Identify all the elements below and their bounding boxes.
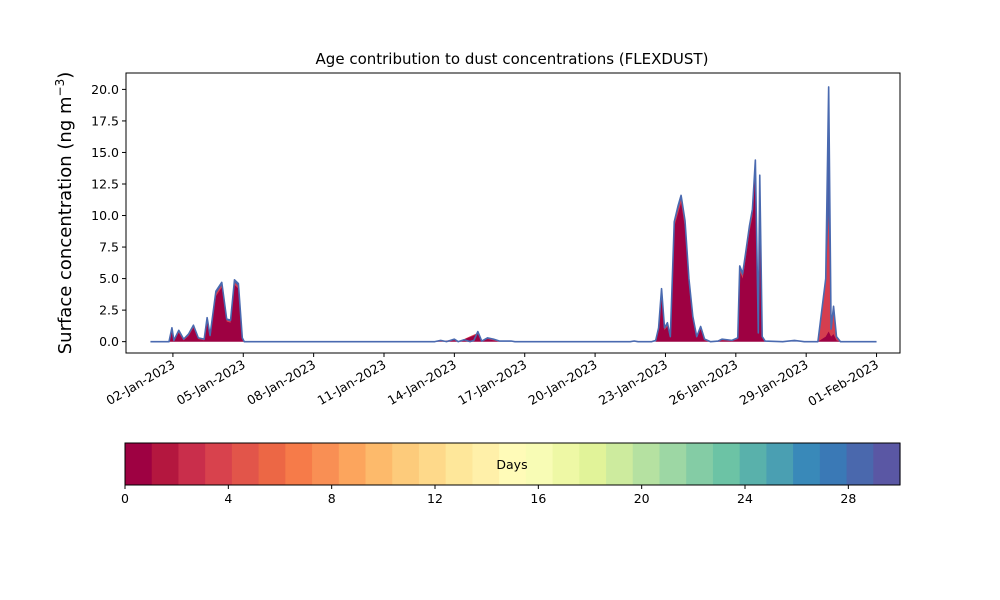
colorbar: Days 0 4 8 12 16 20 24 28: [121, 442, 901, 506]
y-axis-label-superscript: −3: [53, 79, 67, 97]
colorbar-cell: [552, 443, 580, 485]
x-tick-label: 01-Feb-2023: [805, 357, 881, 409]
y-axis-label: Surface concentration (ng m−3): [53, 72, 76, 355]
y-tick-label: 2.5: [99, 303, 119, 318]
x-tick-label: 20-Jan-2023: [526, 357, 600, 408]
colorbar-cell: [258, 443, 286, 485]
y-tick-label: 15.0: [91, 145, 119, 160]
colorbar-tick-label: 16: [530, 491, 546, 506]
colorbar-cell: [686, 443, 714, 485]
y-tick-label: 10.0: [91, 208, 119, 223]
x-tick-label: 08-Jan-2023: [244, 357, 318, 408]
colorbar-cell: [365, 443, 393, 485]
series-area-0: [150, 86, 877, 342]
colorbar-cell: [178, 443, 206, 485]
x-tick-label: 26-Jan-2023: [666, 357, 740, 408]
y-tick-label: 5.0: [99, 271, 119, 286]
x-tick-label: 17-Jan-2023: [455, 357, 529, 408]
x-tick-label: 14-Jan-2023: [385, 357, 459, 408]
colorbar-cell: [231, 443, 260, 485]
colorbar-cell: [445, 443, 474, 485]
colorbar-cell: [151, 443, 180, 485]
x-axis: 02-Jan-202305-Jan-202308-Jan-202311-Jan-…: [103, 353, 881, 409]
colorbar-cell: [205, 443, 233, 485]
colorbar-cell: [659, 443, 687, 485]
chart-title: Age contribution to dust concentrations …: [316, 50, 709, 68]
colorbar-cell: [579, 443, 607, 485]
colorbar-cell: [739, 443, 767, 485]
series-area-1: [150, 166, 877, 342]
x-tick-label: 23-Jan-2023: [596, 357, 670, 408]
colorbar-cell: [606, 443, 634, 485]
y-tick-label: 20.0: [91, 82, 119, 97]
plot-area: [125, 72, 901, 354]
colorbar-cell: [525, 443, 554, 485]
series-layer: [150, 86, 877, 343]
colorbar-tick-label: 4: [224, 491, 232, 506]
colorbar-cell: [392, 443, 420, 485]
colorbar-cell: [499, 443, 527, 485]
colorbar-cell: [819, 443, 848, 485]
colorbar-cell: [793, 443, 821, 485]
colorbar-tick-label: 0: [121, 491, 129, 506]
colorbar-cell: [312, 443, 340, 485]
series-outline: [150, 86, 877, 343]
y-axis-label-main: Surface concentration (ng m: [55, 96, 76, 354]
colorbar-tick-label: 8: [328, 491, 336, 506]
colorbar-cell: [418, 443, 447, 485]
colorbar-cell: [766, 443, 794, 485]
colorbar-tick-label: 24: [737, 491, 753, 506]
axes-frame: [125, 72, 901, 354]
colorbar-ticks: 0 4 8 12 16 20 24 28: [121, 485, 856, 506]
y-tick-label: 12.5: [91, 176, 119, 191]
colorbar-cell: [338, 443, 367, 485]
x-tick-label: 02-Jan-2023: [103, 357, 177, 408]
x-tick-label: 29-Jan-2023: [737, 357, 811, 408]
colorbar-cell: [472, 443, 500, 485]
y-tick-label: 7.5: [99, 240, 119, 255]
colorbar-cell: [873, 443, 901, 485]
colorbar-cell: [285, 443, 313, 485]
colorbar-cells: [125, 443, 901, 485]
y-axis: 0.0 2.5 5.0 7.5 10.0 12.5 15.0 17.5 20.0: [91, 82, 126, 349]
colorbar-tick-label: 12: [427, 491, 443, 506]
colorbar-tick-label: 20: [634, 491, 650, 506]
colorbar-cell: [846, 443, 874, 485]
y-axis-label-close: ): [55, 72, 76, 79]
colorbar-cell: [125, 443, 153, 485]
colorbar-tick-label: 28: [840, 491, 856, 506]
series-area-2: [150, 171, 877, 342]
y-tick-label: 17.5: [91, 113, 119, 128]
x-tick-label: 11-Jan-2023: [315, 357, 389, 408]
colorbar-label: Days: [496, 457, 527, 472]
colorbar-cell: [712, 443, 741, 485]
colorbar-frame: [124, 442, 901, 486]
x-tick-label: 05-Jan-2023: [174, 357, 248, 408]
colorbar-cell: [632, 443, 661, 485]
y-tick-label: 0.0: [99, 334, 119, 349]
